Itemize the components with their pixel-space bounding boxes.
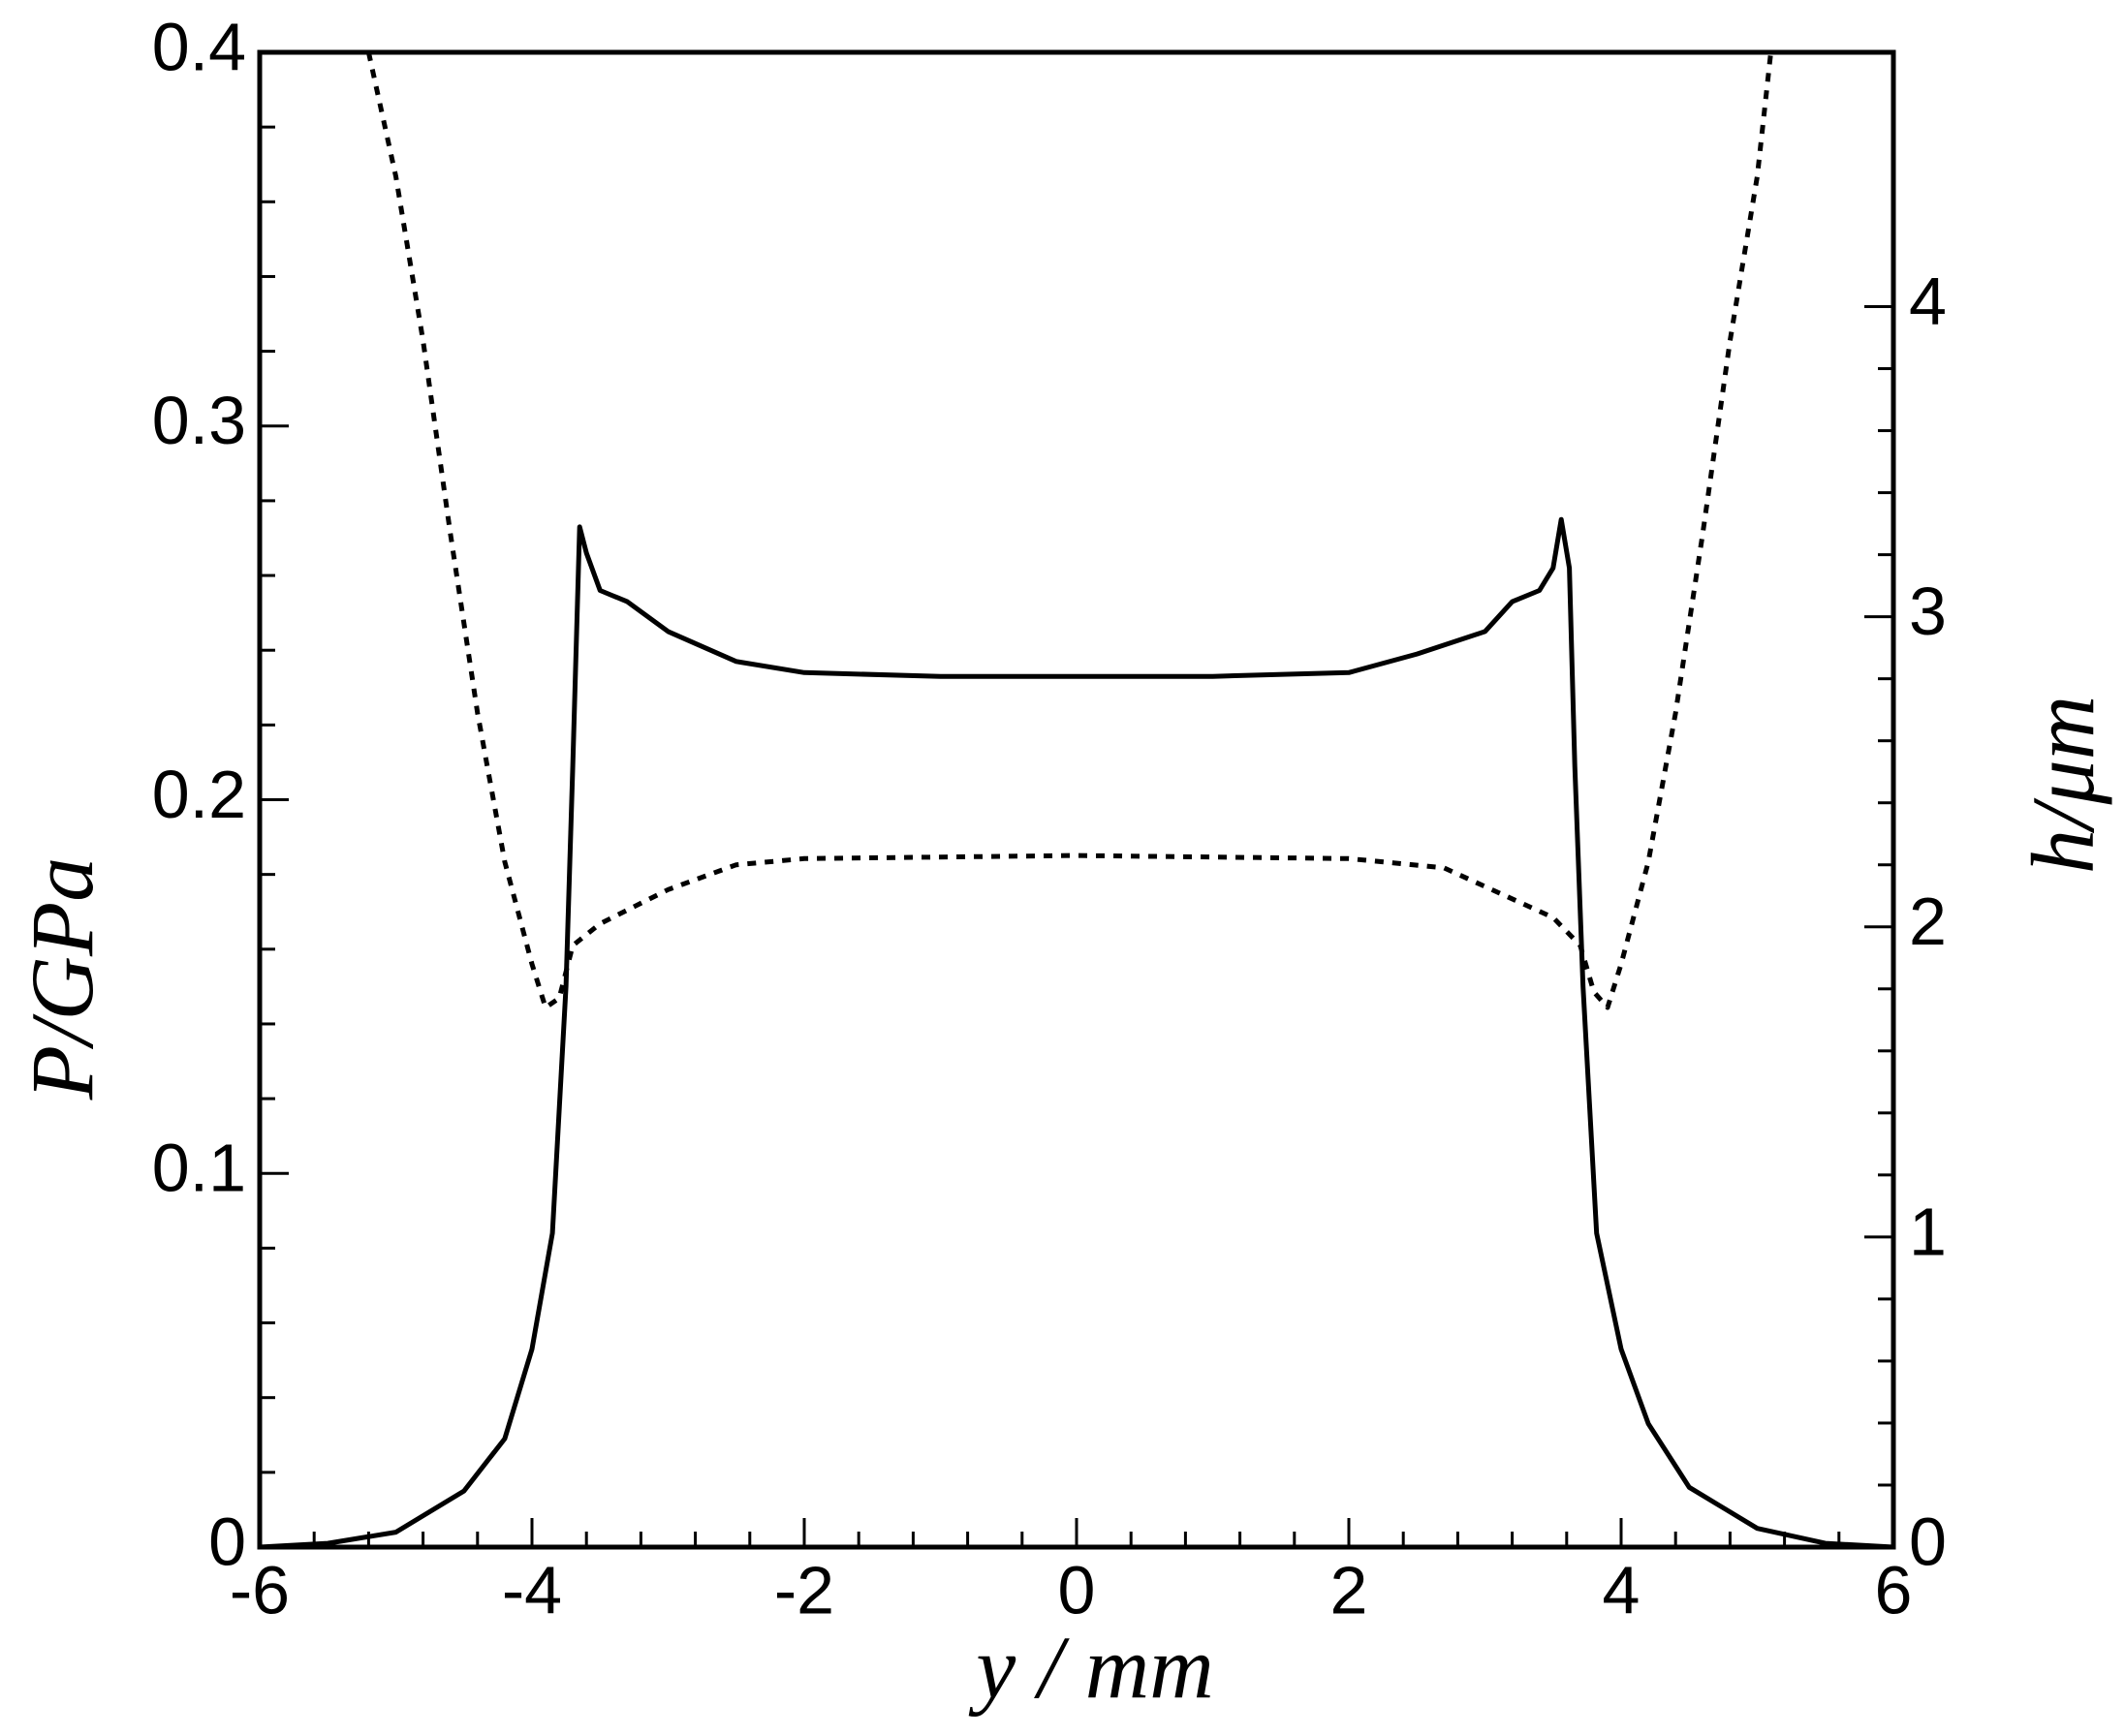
x-tick-label: 6: [1875, 1552, 1913, 1628]
y-axis-label: P/GPa: [13, 857, 111, 1100]
y-tick-label: 0.3: [152, 383, 246, 458]
y-tick-label: 0.2: [152, 757, 246, 832]
y-tick-label: 0: [208, 1504, 246, 1579]
y2-tick-label: 1: [1909, 1194, 1947, 1269]
x-tick-label: -2: [774, 1552, 834, 1628]
y2-axis-label: h/μm: [2014, 696, 2112, 874]
y2-tick-label: 0: [1909, 1504, 1947, 1579]
dotted-line: [365, 51, 1773, 1010]
solid-line: [259, 516, 1894, 1550]
x-tick-label: 0: [1058, 1552, 1096, 1628]
y-tick-label: 0.4: [152, 9, 246, 84]
x-tick-label: -4: [502, 1552, 562, 1628]
y2-tick-label: 4: [1909, 264, 1947, 339]
x-tick-label: 2: [1330, 1552, 1368, 1628]
x-tick-label: 4: [1603, 1552, 1641, 1628]
plot-frame: [257, 49, 1896, 1550]
y-tick-label: 0.1: [152, 1131, 246, 1206]
x-tick-label: -6: [230, 1552, 290, 1628]
y2-tick-label: 2: [1909, 884, 1947, 959]
y2-tick-label: 3: [1909, 574, 1947, 649]
x-axis-label: y / mm: [968, 1618, 1213, 1717]
